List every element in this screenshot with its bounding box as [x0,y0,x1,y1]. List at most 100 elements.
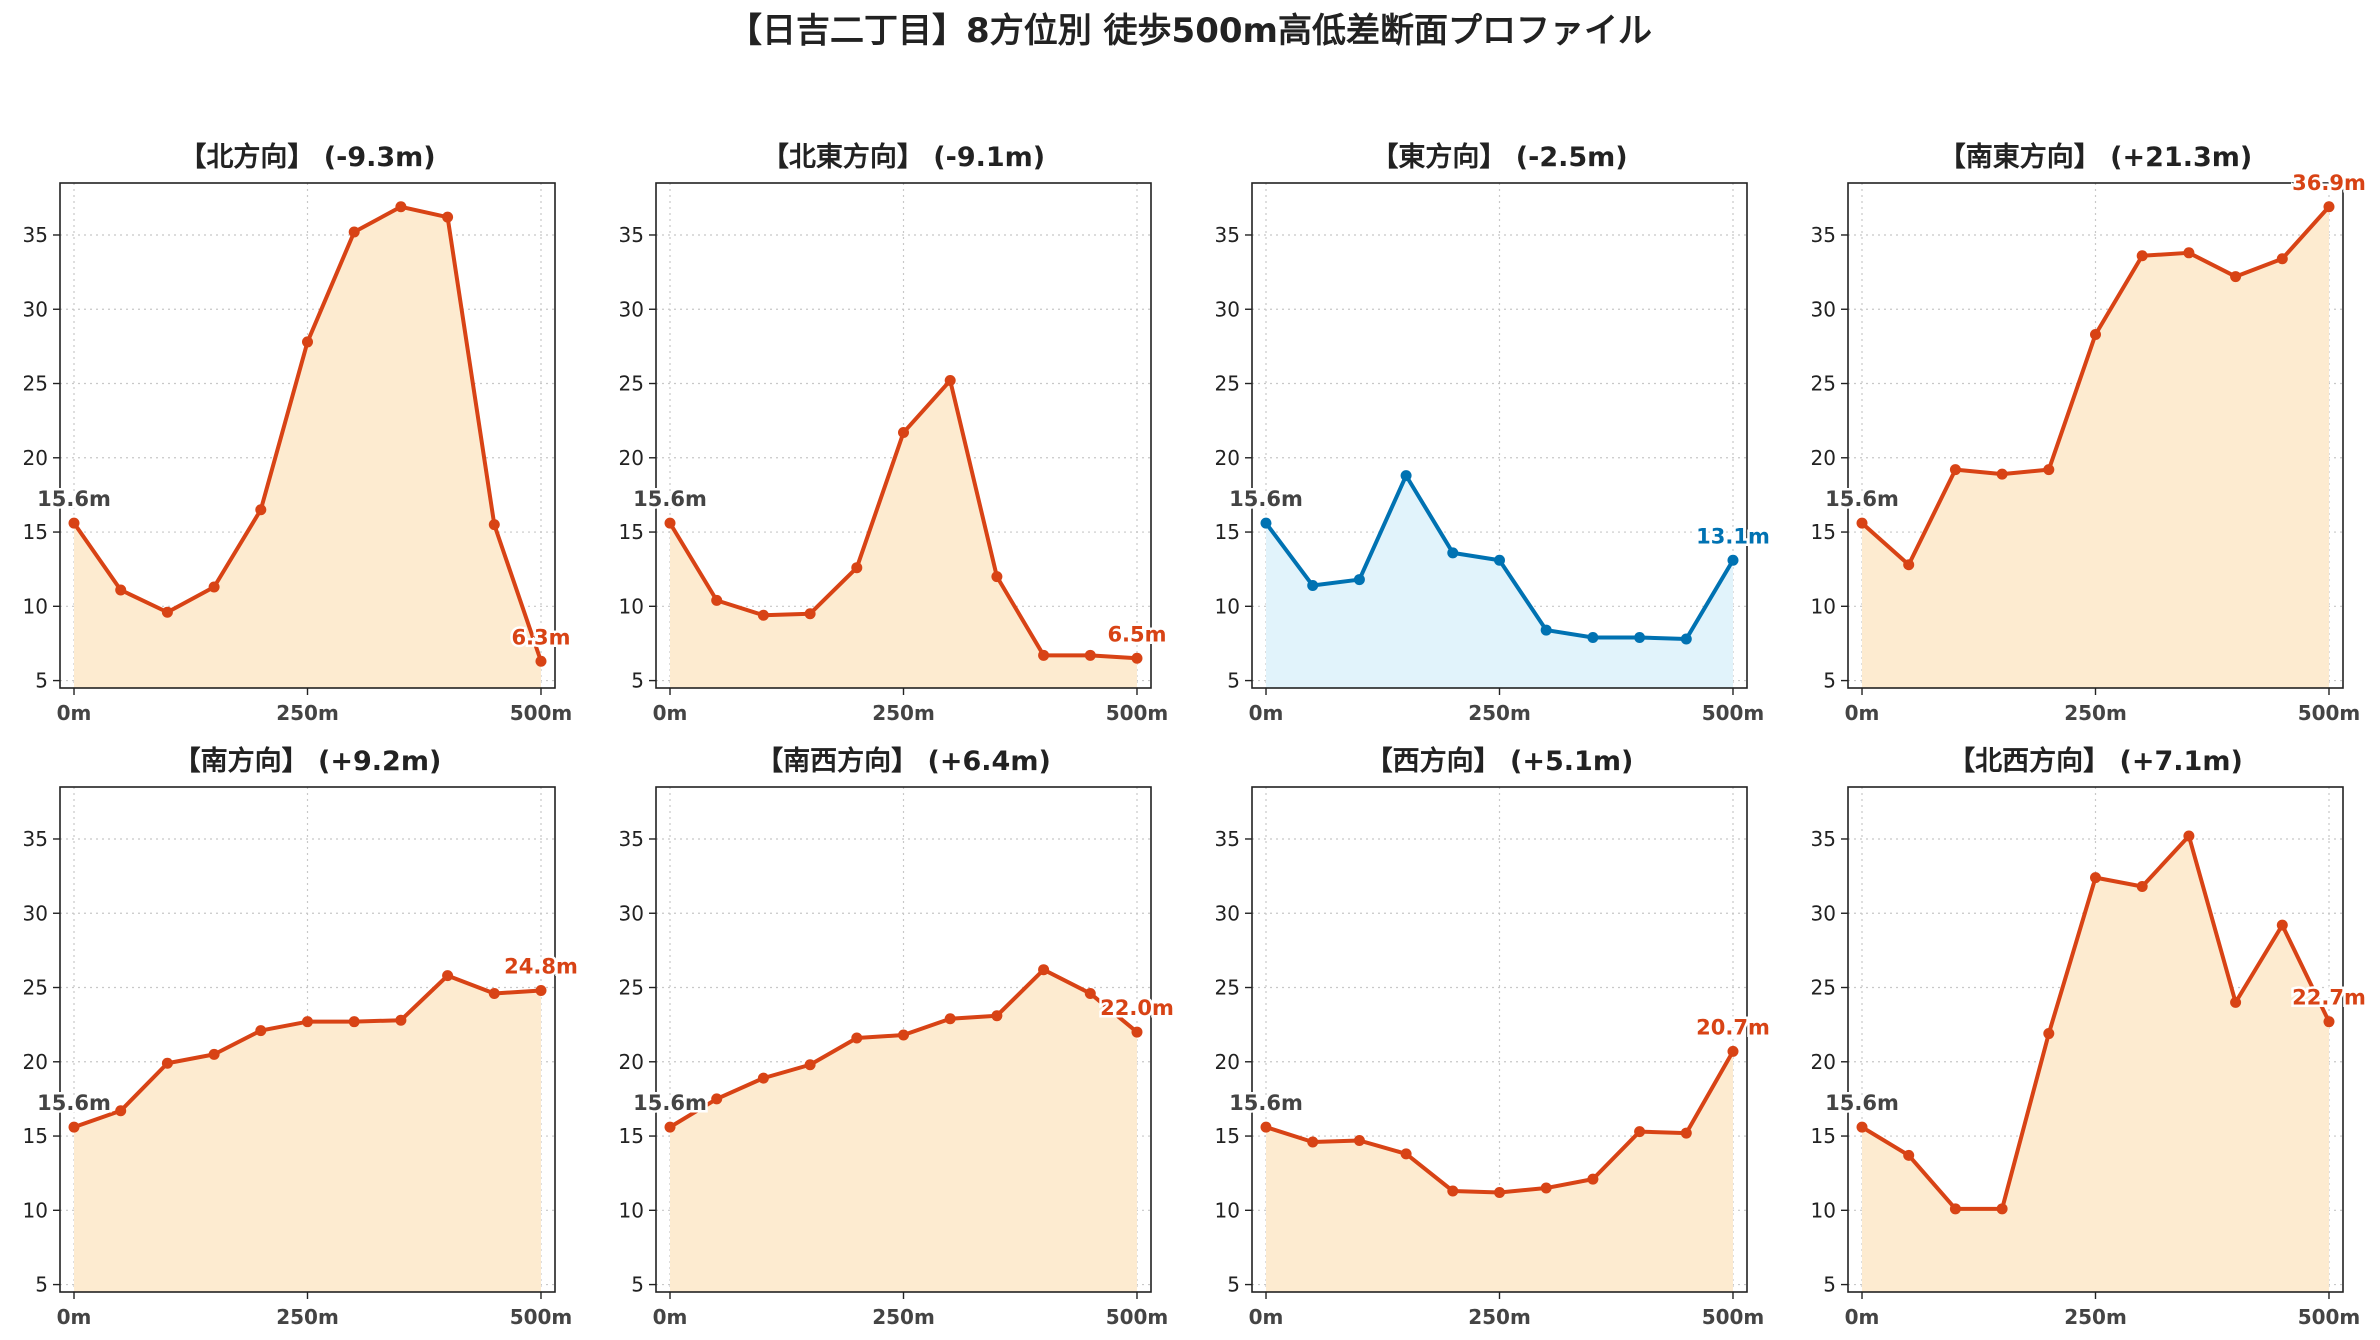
y-tick-label: 20 [1811,446,1836,470]
y-tick-label: 25 [1215,372,1240,396]
x-tick-label: 0m [1845,701,1880,725]
data-point [804,608,816,620]
data-point [2090,872,2101,884]
data-point [2183,247,2195,259]
y-tick-label: 5 [1823,669,1836,693]
start-label: 15.6m [633,1091,707,1115]
data-point [1353,574,1365,586]
data-point [1680,1127,1692,1139]
start-label: 15.6m [1229,487,1303,511]
x-tick-label: 250m [872,1305,935,1329]
x-tick-label: 0m [1249,1305,1284,1329]
data-point [535,984,547,996]
y-tick-label: 30 [23,297,48,321]
data-point [1307,580,1319,592]
data-point [2136,250,2148,262]
data-point [348,1016,360,1028]
x-tick-label: 250m [872,701,935,725]
data-point [1587,1173,1599,1185]
y-tick-label: 30 [1811,297,1836,321]
data-point [1494,554,1505,566]
y-tick-label: 5 [631,669,644,693]
data-point [115,1105,127,1117]
y-tick-label: 35 [1215,827,1240,851]
data-point [1307,1136,1319,1148]
data-point [2043,464,2055,476]
profile-fill [74,206,541,688]
y-tick-label: 10 [23,594,48,618]
profile-fill [1862,836,2329,1292]
y-tick-label: 15 [1811,520,1836,544]
data-point [1634,632,1646,643]
y-tick-label: 20 [1215,1050,1240,1074]
y-tick-label: 10 [23,1198,48,1222]
y-tick-label: 25 [1811,372,1836,396]
y-tick-label: 20 [23,1050,48,1074]
y-tick-label: 25 [23,976,48,1000]
x-tick-label: 250m [1468,1305,1531,1329]
data-point [1587,632,1599,643]
subplot-title: 【北方向】 (-9.3m) [179,141,435,173]
data-point [1903,1149,1915,1161]
y-tick-label: 20 [619,1050,644,1074]
data-point [1400,1148,1412,1160]
data-point [1084,649,1096,661]
data-point [2323,201,2335,213]
data-point [2043,1028,2055,1040]
data-point [711,1093,723,1105]
y-tick-label: 25 [1215,976,1240,1000]
x-tick-label: 250m [2064,701,2127,725]
data-point [2230,271,2242,283]
data-point [161,606,173,618]
y-tick-label: 10 [1215,1198,1240,1222]
y-tick-label: 30 [1811,901,1836,925]
data-point [804,1059,816,1071]
y-tick-label: 5 [1227,1273,1240,1297]
data-point [2090,329,2101,340]
y-tick-label: 30 [23,901,48,925]
y-tick-label: 25 [23,372,48,396]
data-point [488,987,500,999]
data-point [944,375,956,387]
subplot-6: 【南西方向】 (+6.4m) 5 10 15 20 25 30 35 0m 250m 500m 15.… [619,745,1177,1329]
start-label: 15.6m [1825,1091,1899,1115]
x-tick-label: 0m [653,701,688,725]
x-tick-label: 250m [1468,701,1531,725]
start-label: 15.6m [37,487,111,511]
subplot-2: 【北東方向】 (-9.1m) 5 10 15 20 25 30 35 0m 250m 500m 15.… [619,141,1169,725]
data-point [991,571,1003,583]
y-tick-label: 20 [619,446,644,470]
data-point [1634,1126,1646,1138]
subplot-3: 【東方向】 (-2.5m) 5 10 15 20 25 30 35 0m 250m 500m 15.6… [1215,141,1773,725]
data-point [442,211,454,223]
y-tick-label: 35 [23,827,48,851]
data-point [757,609,769,621]
y-tick-label: 5 [1823,1273,1836,1297]
data-point [851,1032,863,1044]
subplot-4: 【南東方向】 (+21.3m) 5 10 15 20 25 30 35 0m 250m 500m 15… [1811,141,2369,725]
data-point [68,1121,80,1133]
end-label: 22.7m [2292,986,2366,1010]
data-point [1131,1026,1143,1038]
x-tick-label: 500m [510,701,573,725]
data-point [302,336,313,348]
data-point [2230,996,2242,1008]
data-point [2183,830,2195,842]
end-label: 36.9m [2292,171,2366,195]
data-point [898,1029,909,1041]
data-point [1540,1182,1552,1194]
y-tick-label: 5 [631,1273,644,1297]
x-tick-label: 0m [653,1305,688,1329]
data-point [1260,517,1272,529]
y-tick-label: 5 [35,669,48,693]
y-tick-label: 25 [619,372,644,396]
data-point [1540,624,1552,636]
subplot-7: 【西方向】 (+5.1m) 5 10 15 20 25 30 35 0m 250m 500m 15.6… [1215,745,1773,1329]
data-point [1038,649,1050,661]
subplot-title: 【西方向】 (+5.1m) [1366,745,1634,777]
data-point [664,517,676,529]
y-tick-label: 25 [619,976,644,1000]
start-label: 15.6m [37,1091,111,1115]
